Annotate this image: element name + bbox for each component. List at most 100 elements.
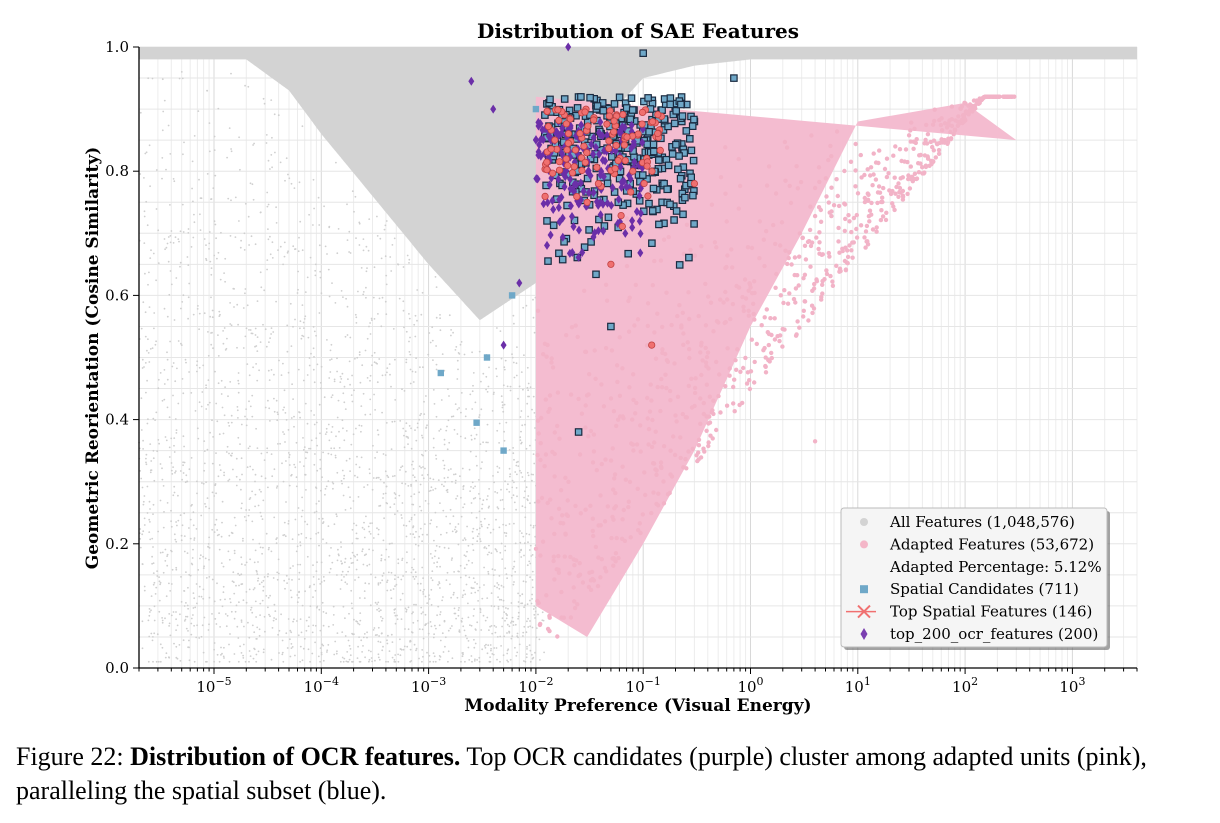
- all-feature-point: [486, 423, 489, 426]
- all-feature-point: [232, 468, 234, 471]
- all-feature-point: [299, 618, 302, 620]
- all-feature-point: [161, 621, 164, 624]
- all-feature-point: [474, 581, 476, 584]
- top-spatial-point: [603, 120, 611, 128]
- all-feature-point: [185, 627, 188, 630]
- all-feature-point: [208, 231, 211, 233]
- all-feature-point: [377, 433, 380, 436]
- all-feature-point: [365, 270, 368, 273]
- all-feature-point: [277, 572, 280, 575]
- all-feature-point: [529, 502, 531, 505]
- all-feature-point: [202, 482, 205, 485]
- all-feature-point: [299, 327, 301, 330]
- adapted-feature-point: [627, 479, 633, 485]
- all-feature-point: [233, 617, 236, 620]
- adapted-feature-point: [863, 245, 868, 250]
- adapted-feature-point: [677, 303, 682, 308]
- adapted-feature-point: [965, 110, 970, 115]
- adapted-feature-point: [873, 160, 879, 165]
- adapted-feature-point: [538, 441, 543, 446]
- legend-items: All Features (1,048,576)Adapted Features…: [846, 513, 1102, 643]
- adapted-feature-point: [732, 409, 737, 414]
- all-feature-point: [439, 565, 441, 568]
- x-tick-label: 100: [737, 675, 763, 696]
- adapted-feature-point: [571, 585, 576, 590]
- adapted-feature-point: [925, 132, 931, 137]
- adapted-feature-point: [747, 282, 753, 287]
- adapted-feature-point: [930, 122, 936, 127]
- adapted-feature-point: [611, 556, 617, 561]
- adapted-feature-point: [624, 216, 630, 221]
- adapted-feature-point: [914, 176, 920, 181]
- all-feature-point: [403, 645, 406, 648]
- all-feature-point: [345, 573, 348, 576]
- all-feature-point: [236, 406, 239, 408]
- all-feature-point: [363, 633, 366, 635]
- all-feature-point: [504, 480, 506, 483]
- all-feature-point: [149, 443, 152, 445]
- adapted-feature-point: [590, 516, 595, 521]
- adapted-feature-point: [571, 557, 576, 562]
- all-feature-point: [259, 211, 262, 214]
- all-feature-point: [319, 467, 322, 470]
- all-feature-point: [163, 511, 165, 513]
- all-feature-point: [376, 634, 378, 636]
- top-spatial-point: [593, 163, 601, 171]
- adapted-feature-point: [747, 378, 752, 383]
- all-feature-point: [323, 396, 326, 399]
- all-feature-point: [273, 617, 275, 619]
- all-feature-point: [413, 603, 415, 606]
- all-feature-point: [220, 562, 223, 564]
- all-feature-point: [529, 544, 532, 547]
- adapted-feature-point: [828, 273, 833, 279]
- all-feature-point: [255, 569, 258, 572]
- all-feature-point: [294, 654, 296, 657]
- all-feature-point: [385, 422, 388, 424]
- all-feature-point: [243, 232, 246, 235]
- adapted-feature-point: [788, 200, 794, 206]
- all-feature-point: [145, 457, 147, 460]
- all-feature-point: [513, 501, 516, 504]
- adapted-feature-point: [548, 497, 553, 502]
- all-feature-point: [248, 588, 251, 591]
- all-feature-point: [456, 359, 459, 362]
- adapted-feature-point: [922, 170, 927, 175]
- adapted-feature-point: [714, 427, 719, 433]
- all-feature-point: [423, 413, 426, 415]
- all-feature-point: [273, 373, 275, 376]
- all-feature-point: [340, 574, 343, 576]
- all-feature-point: [228, 534, 231, 537]
- adapted-feature-point: [903, 147, 909, 152]
- all-feature-point: [389, 256, 392, 258]
- all-feature-point: [220, 379, 223, 382]
- adapted-feature-point: [538, 621, 543, 627]
- all-feature-point: [490, 649, 492, 652]
- all-feature-point: [223, 646, 225, 649]
- all-feature-point: [474, 591, 477, 594]
- all-feature-point: [263, 289, 266, 292]
- all-feature-point: [139, 538, 142, 540]
- all-feature-point: [242, 643, 245, 646]
- all-feature-point: [284, 441, 286, 443]
- ocr-feature-point: [615, 194, 622, 204]
- all-feature-point: [353, 210, 355, 213]
- all-feature-point: [506, 577, 508, 580]
- all-feature-point: [207, 545, 209, 548]
- all-feature-point: [376, 429, 379, 432]
- all-feature-point: [220, 393, 223, 395]
- all-feature-point: [294, 466, 297, 469]
- all-feature-point: [254, 334, 257, 336]
- adapted-feature-point: [778, 293, 783, 298]
- adapted-feature-point: [727, 373, 732, 378]
- all-feature-point: [175, 432, 178, 434]
- all-feature-point: [378, 658, 381, 661]
- adapted-feature-point: [967, 102, 973, 107]
- all-feature-point: [405, 422, 408, 425]
- adapted-feature-point: [633, 411, 638, 416]
- all-feature-point: [221, 652, 223, 655]
- adapted-feature-point: [893, 191, 898, 196]
- all-feature-point: [213, 254, 216, 257]
- all-feature-point: [210, 198, 212, 201]
- adapted-feature-point: [914, 137, 919, 142]
- all-feature-point: [298, 236, 300, 239]
